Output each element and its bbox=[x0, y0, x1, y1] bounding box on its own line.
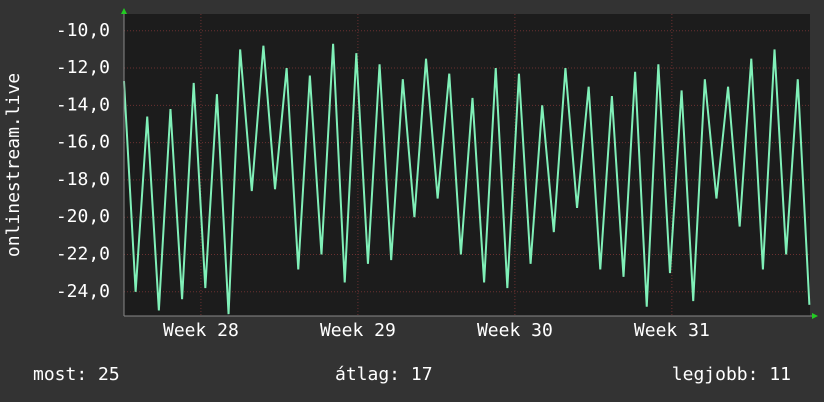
y-tick-label: -22,0 bbox=[56, 243, 110, 264]
x-tick-label: Week 31 bbox=[634, 320, 710, 341]
footer-current: most: 25 bbox=[33, 364, 120, 385]
y-tick-label: -24,0 bbox=[56, 281, 110, 302]
y-tick-label: -16,0 bbox=[56, 132, 110, 153]
y-tick-label: -10,0 bbox=[56, 20, 110, 41]
footer-best: legjobb: 11 bbox=[672, 364, 791, 385]
y-axis-arrow bbox=[121, 8, 127, 14]
y-tick-label: -20,0 bbox=[56, 206, 110, 227]
y-tick-label: -18,0 bbox=[56, 169, 110, 190]
x-tick-label: Week 29 bbox=[320, 320, 396, 341]
x-axis-arrow bbox=[812, 313, 818, 319]
x-tick-label: Week 30 bbox=[477, 320, 553, 341]
y-axis-label: onlinestream.live bbox=[3, 73, 24, 257]
plot bbox=[123, 14, 811, 316]
data-line bbox=[123, 43, 811, 315]
footer-average: átlag: 17 bbox=[335, 364, 433, 385]
x-tick-label: Week 28 bbox=[163, 320, 239, 341]
y-tick-label: -12,0 bbox=[56, 57, 110, 78]
y-tick-label: -14,0 bbox=[56, 94, 110, 115]
